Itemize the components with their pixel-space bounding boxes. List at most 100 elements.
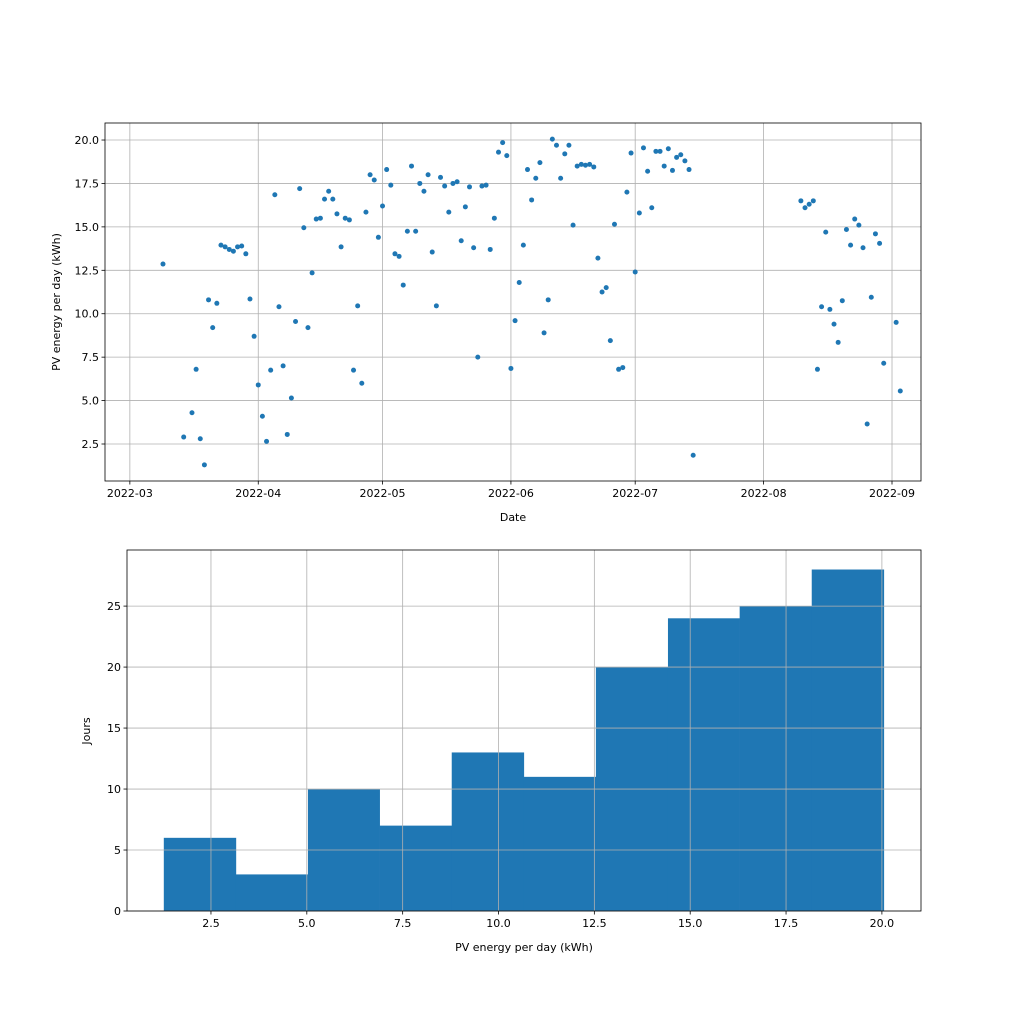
- histogram-bar: [667, 618, 740, 911]
- data-point: [197, 436, 203, 442]
- data-point: [496, 149, 502, 155]
- data-point: [682, 158, 688, 164]
- data-point: [582, 162, 588, 168]
- histogram-bar: [235, 874, 309, 911]
- x-tick-label: 5.0: [298, 917, 316, 930]
- data-point: [264, 438, 270, 444]
- data-point: [193, 366, 199, 372]
- data-point: [462, 204, 468, 210]
- data-point: [491, 215, 497, 221]
- scatter-chart: 2022-03 2022-04 2022-05 2022-06 2022-07 2022-…: [50, 122, 922, 524]
- data-point: [259, 413, 265, 419]
- data-point: [508, 365, 514, 371]
- histogram-bar: [379, 825, 453, 911]
- data-point: [549, 136, 555, 142]
- data-point: [819, 304, 825, 310]
- data-point: [806, 201, 812, 207]
- data-point: [810, 198, 816, 204]
- x-tick-label: 2022-04: [235, 487, 281, 500]
- histogram-x-label: PV energy per day (kWh): [455, 941, 593, 954]
- data-point: [674, 154, 680, 160]
- data-point: [450, 180, 456, 186]
- x-tick-label: 2.5: [202, 917, 220, 930]
- data-point: [346, 217, 352, 223]
- histogram-y-label: Jours: [80, 717, 93, 745]
- data-point: [533, 175, 539, 181]
- data-point: [214, 300, 220, 306]
- scatter-frame: [104, 122, 922, 482]
- data-point: [558, 175, 564, 181]
- data-point: [661, 163, 667, 169]
- data-point: [305, 325, 311, 331]
- data-point: [239, 243, 245, 249]
- data-point: [218, 242, 224, 248]
- data-point: [645, 168, 651, 174]
- data-point: [856, 222, 862, 228]
- data-point: [392, 251, 398, 257]
- data-point: [479, 183, 485, 189]
- data-point: [458, 238, 464, 244]
- data-point: [230, 248, 236, 254]
- data-point: [483, 182, 489, 188]
- x-tick-label: 2022-09: [869, 487, 915, 500]
- data-point: [442, 183, 448, 189]
- data-point: [334, 211, 340, 217]
- data-point: [690, 452, 696, 458]
- data-point: [363, 209, 369, 215]
- data-point: [665, 146, 671, 152]
- data-point: [529, 197, 535, 203]
- histogram-bar: [163, 837, 237, 911]
- y-tick-label: 0: [114, 905, 121, 918]
- data-point: [313, 216, 319, 222]
- data-point: [201, 462, 207, 468]
- data-point: [301, 225, 307, 231]
- scatter-plot-area: [105, 123, 921, 481]
- histogram-bar: [739, 606, 813, 911]
- data-point: [417, 180, 423, 186]
- data-point: [669, 167, 675, 173]
- y-tick-label: 5.0: [82, 395, 100, 408]
- data-point: [251, 333, 257, 339]
- data-point: [429, 249, 435, 255]
- data-point: [628, 150, 634, 156]
- data-point: [599, 289, 605, 295]
- data-point: [852, 216, 858, 222]
- data-point: [823, 229, 829, 235]
- x-tick-label: 2022-06: [488, 487, 534, 500]
- data-point: [487, 246, 493, 252]
- data-point: [326, 188, 332, 194]
- data-point: [848, 242, 854, 248]
- data-point: [640, 145, 646, 151]
- data-point: [425, 172, 431, 178]
- data-point: [322, 196, 328, 202]
- data-point: [524, 167, 530, 173]
- data-point: [210, 325, 216, 331]
- data-point: [860, 245, 866, 251]
- data-point: [330, 196, 336, 202]
- data-point: [595, 255, 601, 261]
- data-point: [591, 164, 597, 170]
- data-point: [471, 245, 477, 251]
- data-point: [272, 192, 278, 198]
- data-point: [814, 366, 820, 372]
- histogram-frame: [126, 549, 922, 912]
- data-point: [570, 222, 576, 228]
- data-point: [566, 142, 572, 148]
- data-point: [160, 261, 166, 267]
- data-point: [835, 339, 841, 345]
- data-point: [839, 298, 845, 304]
- data-point: [620, 365, 626, 371]
- data-point: [222, 244, 228, 250]
- y-tick-label: 20: [107, 661, 121, 674]
- data-point: [881, 360, 887, 366]
- data-point: [798, 198, 804, 204]
- data-point: [624, 189, 630, 195]
- histogram-bar: [523, 776, 597, 911]
- data-point: [388, 182, 394, 188]
- data-point: [375, 234, 381, 240]
- y-tick-label: 2.5: [82, 438, 100, 451]
- scatter-y-label: PV energy per day (kWh): [50, 233, 63, 371]
- data-point: [636, 210, 642, 216]
- y-tick-label: 15.0: [75, 221, 100, 234]
- data-point: [380, 203, 386, 209]
